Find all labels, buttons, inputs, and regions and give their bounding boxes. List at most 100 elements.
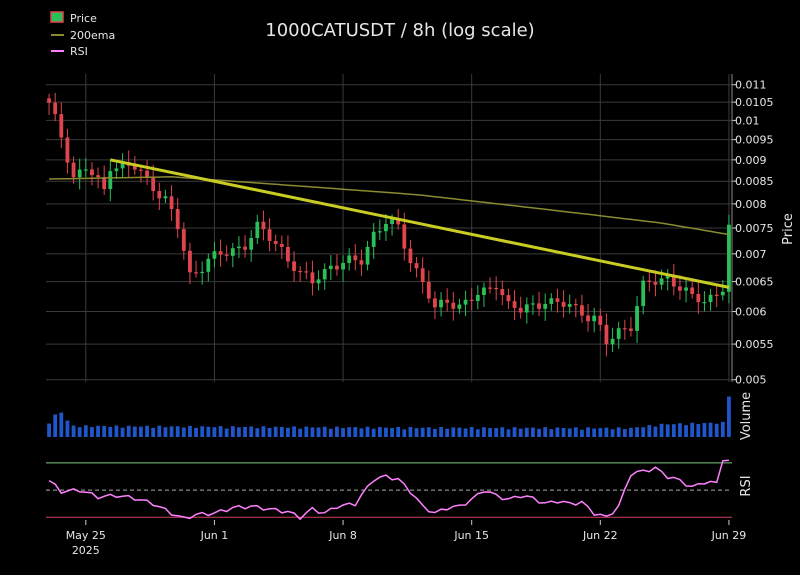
volume-bar: [292, 426, 296, 437]
volume-bar: [702, 422, 707, 437]
volume-bar: [359, 428, 364, 437]
volume-bar: [365, 426, 370, 437]
volume-bar: [65, 420, 70, 437]
candle-body: [665, 274, 670, 279]
volume-bar: [463, 428, 468, 437]
date-tick-label: Jun 1: [200, 529, 229, 542]
volume-bar: [518, 428, 523, 437]
volume-bar: [500, 427, 505, 437]
volume-bar: [482, 427, 486, 437]
candle-body: [592, 315, 597, 322]
volume-bar: [83, 425, 88, 437]
candle-body: [53, 102, 58, 115]
candle-body: [647, 280, 652, 282]
candle-body: [322, 269, 327, 280]
candle-body: [47, 98, 51, 103]
volume-bar: [341, 428, 345, 437]
volume-bar: [684, 425, 688, 437]
volume-bar: [230, 426, 235, 437]
volume-bar: [586, 427, 590, 437]
volume-bar: [573, 427, 578, 437]
candle-body: [341, 262, 345, 270]
candle-body: [243, 246, 247, 250]
volume-bar: [580, 429, 584, 437]
volume-bar: [598, 428, 603, 437]
volume-bar: [175, 426, 180, 437]
price-tick-label: 0.007: [735, 248, 767, 261]
candle-body: [451, 302, 456, 309]
price-tick-label: 0.0065: [735, 276, 774, 289]
candle-body: [580, 305, 584, 316]
candle-body: [90, 169, 94, 176]
candle-body: [114, 168, 119, 172]
candle-body: [102, 177, 107, 190]
candle-body: [261, 221, 266, 230]
volume-bar: [194, 427, 198, 437]
candle-body: [328, 265, 333, 270]
candle-body: [304, 271, 309, 273]
volume-bar: [249, 426, 254, 437]
candle-body: [384, 223, 388, 232]
candle-body: [641, 280, 646, 307]
candle-body: [549, 298, 554, 304]
candle-body: [59, 114, 64, 138]
volume-bar: [181, 427, 186, 437]
volume-bar: [414, 428, 419, 437]
volume-bar: [237, 427, 241, 437]
volume-bar: [475, 429, 480, 437]
volume-bar: [659, 423, 664, 437]
candle-body: [292, 261, 296, 271]
candle-body: [586, 315, 590, 322]
volume-bar: [408, 426, 413, 437]
candle-body: [212, 251, 217, 259]
volume-bar: [108, 426, 113, 437]
volume-bar: [322, 426, 327, 437]
volume-bar: [163, 427, 168, 437]
candle-body: [206, 258, 211, 272]
volume-bar: [255, 428, 260, 437]
volume-bar: [77, 427, 82, 437]
legend-ema-label: 200ema: [70, 29, 115, 42]
volume-bar: [635, 427, 639, 437]
volume-bar: [298, 428, 303, 437]
volume-bar: [494, 428, 499, 437]
candle-body: [194, 272, 198, 274]
candle-body: [426, 281, 431, 299]
volume-bar: [126, 425, 131, 437]
volume-bar: [224, 428, 229, 437]
rsi-reference-lines: [46, 462, 732, 518]
volume-bar: [488, 428, 492, 437]
volume-bar: [445, 428, 450, 437]
volume-bar: [708, 422, 713, 437]
volume-bar: [145, 425, 149, 437]
candle-body: [598, 315, 603, 325]
volume-bar: [267, 427, 272, 437]
price-tick-label: 0.0055: [735, 338, 774, 351]
volume-bar: [537, 428, 541, 437]
candle-body: [279, 243, 284, 247]
candle-body: [390, 218, 394, 224]
candle-body: [463, 299, 468, 305]
candle-body: [678, 286, 682, 291]
candle-body: [310, 272, 315, 284]
date-tick-label: Jun 8: [328, 529, 357, 542]
candle-body: [482, 287, 486, 295]
candle-body: [151, 176, 156, 192]
candle-body: [671, 274, 676, 287]
volume-bar: [304, 426, 309, 437]
candle-body: [561, 301, 566, 307]
candle-body: [163, 196, 168, 199]
candle-body: [708, 294, 713, 303]
volume-bar: [420, 427, 425, 437]
volume-bar: [439, 426, 443, 437]
trendline: [110, 158, 730, 289]
volume-bars: [47, 396, 731, 437]
candle-body: [71, 162, 76, 178]
candle-body: [371, 231, 376, 247]
volume-bar: [653, 426, 658, 437]
volume-bar: [96, 425, 100, 437]
legend-price-swatch: [50, 11, 64, 23]
volume-bar: [714, 423, 719, 437]
volume-bar: [53, 414, 58, 437]
